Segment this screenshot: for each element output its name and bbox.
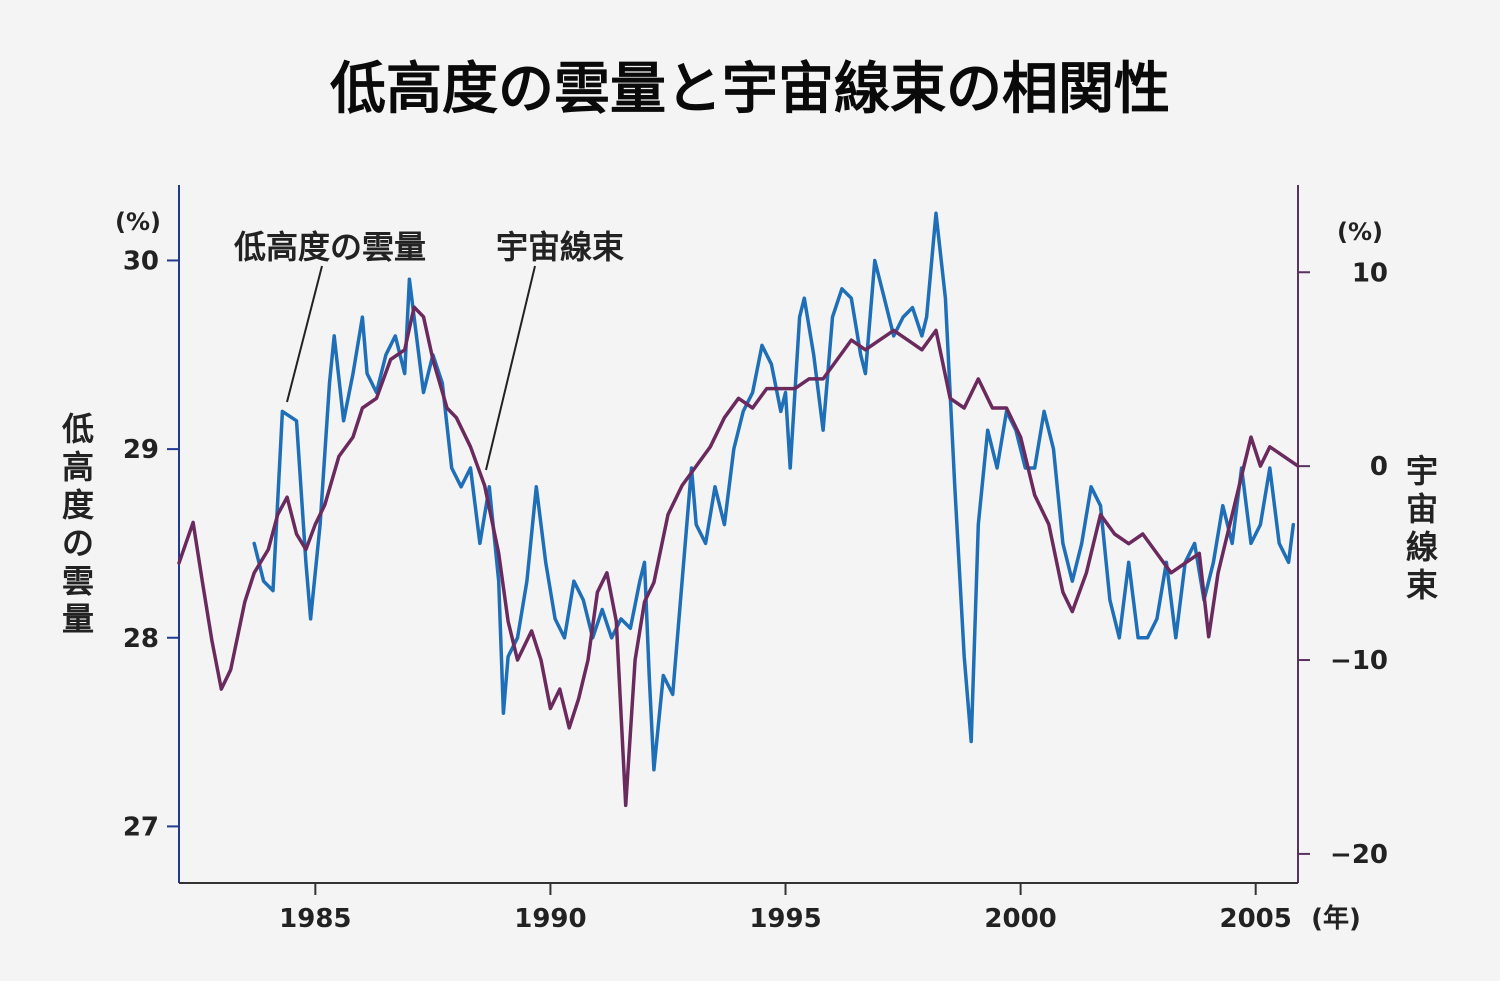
cloud-cover-callout-label: 低高度の雲量 <box>234 228 426 266</box>
x-tick-label: 1995 <box>749 904 821 934</box>
x-tick-label: 2000 <box>984 904 1056 934</box>
right-axis-title: 宇宙線束 <box>1406 452 1438 604</box>
left-tick-label: 30 <box>123 246 159 276</box>
series-layer <box>177 211 1300 808</box>
x-tick-label: 1985 <box>279 904 351 934</box>
cosmic-ray-series-line <box>177 305 1300 808</box>
left-tick-label: 27 <box>123 812 159 842</box>
left-tick-label: 28 <box>123 624 159 654</box>
left-axis-title: 低高度の雲量 <box>62 410 94 638</box>
axes: 27 28 29 30 (%) −20 −10 0 10 (%) 1985 1990 1995 2000 2… <box>62 185 1438 934</box>
x-unit-label: (年) <box>1311 903 1361 934</box>
cloud-cover-series-line <box>252 211 1296 772</box>
right-tick-label: 0 <box>1370 452 1388 482</box>
left-unit-label: (%) <box>115 208 161 236</box>
cosmic-ray-callout-label: 宇宙線束 <box>496 228 624 266</box>
right-unit-label: (%) <box>1337 218 1383 246</box>
right-tick-label: −10 <box>1330 646 1388 676</box>
cloud-cover-callout-line <box>286 265 323 403</box>
annotations: 低高度の雲量 宇宙線束 <box>234 228 624 471</box>
right-tick-label: −20 <box>1330 840 1388 870</box>
chart-title: 低高度の雲量と宇宙線束の相関性 <box>330 57 1170 122</box>
right-tick-label: 10 <box>1352 258 1388 288</box>
cosmic-ray-callout-line <box>485 265 536 471</box>
x-tick-label: 1990 <box>514 904 586 934</box>
x-tick-label: 2005 <box>1219 904 1291 934</box>
left-tick-label: 29 <box>123 435 159 465</box>
